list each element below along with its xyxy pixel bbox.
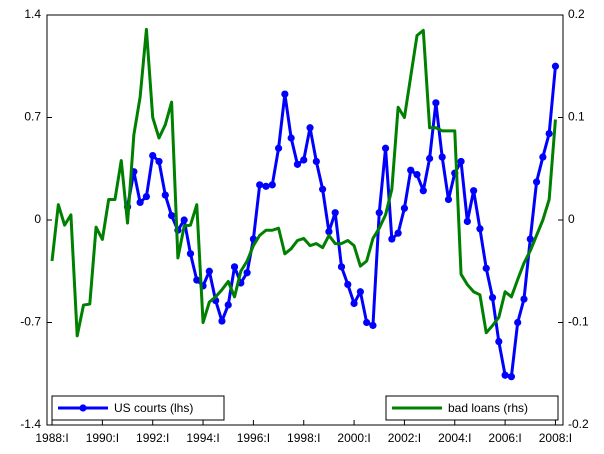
- y-tick-label: -0.7: [20, 315, 41, 329]
- series-marker: [167, 212, 176, 220]
- series-marker: [306, 124, 314, 132]
- series-marker: [514, 318, 522, 327]
- x-tick-label: 2006:I: [488, 431, 521, 445]
- legend-label: bad loans (rhs): [448, 401, 528, 415]
- y-tick-label: 0: [34, 212, 41, 226]
- series-marker: [243, 269, 251, 277]
- series-marker: [149, 151, 157, 160]
- series-marker: [268, 181, 276, 189]
- y-tick-label: 1.4: [24, 7, 41, 21]
- series-marker: [319, 185, 327, 193]
- series-marker: [337, 263, 346, 271]
- series-marker: [539, 153, 547, 161]
- series-marker: [363, 318, 371, 327]
- series-marker: [205, 267, 213, 275]
- y2-tick-label: 0.2: [568, 7, 585, 21]
- series-marker: [532, 178, 541, 186]
- series-marker: [381, 144, 390, 152]
- series-marker: [312, 157, 320, 166]
- series-marker: [520, 295, 528, 303]
- series-marker: [155, 157, 163, 166]
- series-marker: [180, 216, 188, 224]
- series-marker: [230, 263, 239, 271]
- legend-label: US courts (lhs): [114, 401, 193, 415]
- series-marker: [526, 235, 534, 243]
- series-marker: [482, 264, 490, 272]
- series-marker: [388, 235, 396, 243]
- y2-tick-label: 0: [568, 212, 575, 226]
- series-marker: [274, 144, 283, 152]
- series-marker: [444, 195, 453, 204]
- x-tick-label: 2002:I: [388, 431, 421, 445]
- x-tick-label: 1990:I: [86, 431, 119, 445]
- series-marker: [470, 187, 478, 195]
- series-marker: [375, 209, 383, 217]
- series-marker: [262, 182, 270, 190]
- series-marker: [495, 337, 503, 346]
- x-tick-label: 2000:I: [337, 431, 370, 445]
- series-marker: [501, 371, 509, 379]
- x-tick-label: 1998:I: [287, 431, 320, 445]
- series-marker: [142, 192, 151, 201]
- y-tick-label: -1.4: [20, 417, 41, 431]
- series-line: [50, 27, 557, 338]
- legend-marker: [79, 404, 87, 412]
- series-marker: [432, 99, 440, 107]
- series-marker: [136, 198, 144, 207]
- y2-tick-label: -0.1: [568, 315, 589, 329]
- x-tick-label: 2008:I: [539, 431, 572, 445]
- series-marker: [369, 321, 377, 330]
- series-marker: [438, 153, 446, 161]
- y2-tick-label: 0.1: [568, 110, 585, 124]
- series-marker: [400, 204, 409, 212]
- series-marker: [331, 209, 339, 217]
- series-marker: [193, 276, 201, 284]
- series-marker: [476, 225, 484, 233]
- series-marker: [488, 294, 497, 302]
- series-marker: [413, 171, 421, 179]
- series-marker: [218, 317, 226, 325]
- series-marker: [463, 217, 471, 226]
- series-marker: [425, 154, 434, 163]
- series-marker: [344, 280, 352, 289]
- series-marker: [287, 134, 295, 142]
- x-tick-label: 1996:I: [237, 431, 270, 445]
- series-marker: [281, 90, 289, 98]
- x-tick-label: 2004:I: [438, 431, 471, 445]
- series-marker: [507, 373, 515, 381]
- series-marker: [350, 299, 358, 308]
- series-marker: [545, 130, 553, 138]
- y2-tick-label: -0.2: [568, 417, 589, 431]
- series-marker: [407, 166, 415, 174]
- series-marker: [325, 228, 333, 236]
- series-marker: [300, 156, 308, 164]
- series-marker: [186, 250, 195, 258]
- x-tick-label: 1994:I: [186, 431, 219, 445]
- series-marker: [356, 288, 364, 296]
- series-marker: [293, 160, 302, 168]
- series-marker: [419, 187, 427, 195]
- series-marker: [551, 62, 560, 70]
- plot-frame: [46, 14, 564, 426]
- series-marker: [256, 181, 264, 189]
- series-marker: [161, 191, 169, 199]
- series-marker: [224, 301, 232, 309]
- x-tick-label: 1992:I: [136, 431, 169, 445]
- series-marker: [394, 229, 402, 237]
- x-tick-label: 1988:I: [35, 431, 68, 445]
- y-tick-label: 0.7: [24, 110, 41, 124]
- series-marker: [457, 157, 465, 166]
